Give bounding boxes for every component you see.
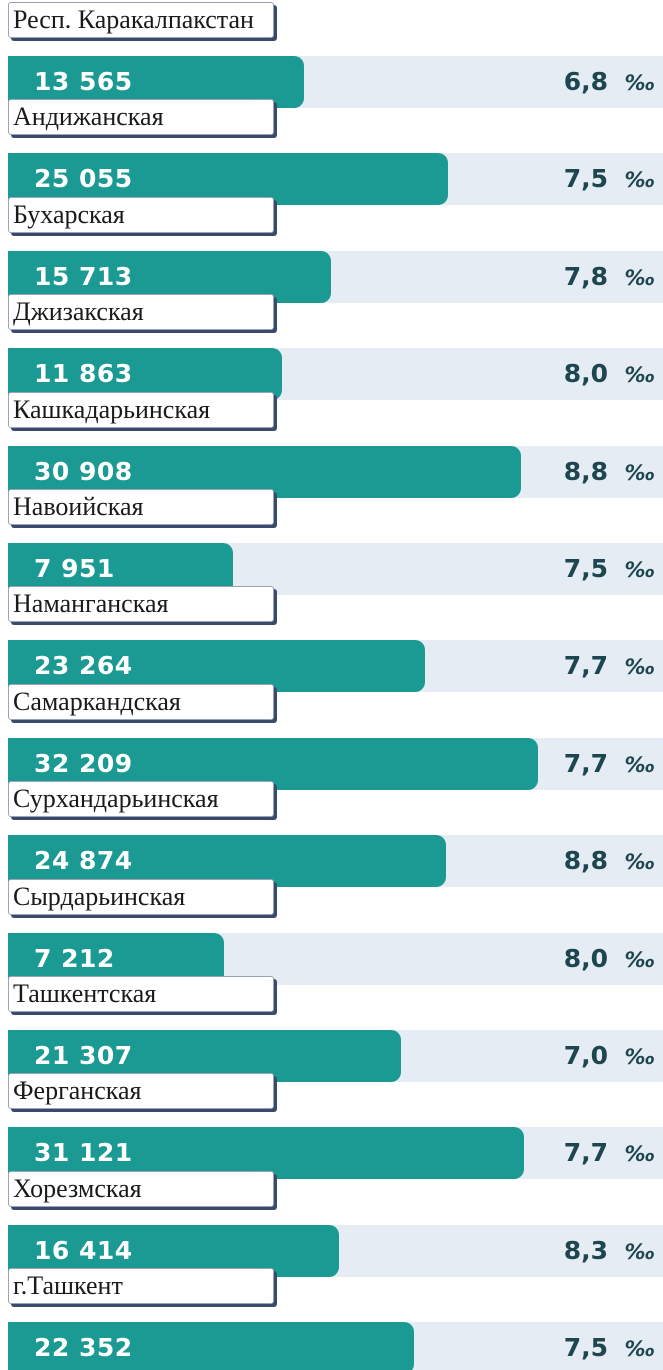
region-label: Кашкадарьинская	[8, 391, 274, 428]
rate-unit: ‰	[624, 1045, 655, 1069]
value-label: 13 565	[34, 67, 133, 96]
value-label: 16 414	[34, 1235, 133, 1265]
bar	[8, 543, 234, 595]
rate-label: 7,5	[563, 1333, 608, 1363]
rate-unit: ‰	[624, 752, 655, 777]
region-label: Навоийская	[8, 489, 274, 525]
bar	[8, 56, 304, 108]
bar	[8, 153, 448, 206]
bar	[8, 1030, 401, 1082]
rate-label: 8,0	[563, 943, 608, 973]
rate-label: 7,0	[563, 1041, 608, 1070]
rate-label: 8,8	[563, 846, 608, 876]
bar	[8, 640, 426, 693]
bar	[8, 835, 446, 888]
value-label: 24 874	[34, 846, 133, 876]
bar	[8, 1322, 414, 1370]
value-label: 32 209	[34, 748, 133, 778]
region-label: Наманганская	[8, 586, 274, 623]
rate-label: 7,7	[563, 748, 608, 778]
region-label: Самаркандская	[8, 683, 274, 720]
region-label: Сурхандарьинская	[8, 781, 274, 818]
rate-label: 7,5	[563, 164, 608, 194]
region-label: Респ. Каракалпакстан	[8, 2, 274, 38]
rate-unit: ‰	[624, 1142, 655, 1167]
region-label: Сырдарьинская	[8, 878, 274, 915]
rate-unit: ‰	[624, 947, 655, 972]
rate-unit: ‰	[624, 1239, 655, 1264]
region-label: Хорезмская	[8, 1170, 274, 1207]
region-label: Ташкентская	[8, 976, 274, 1012]
rate-label: 7,8	[563, 261, 608, 291]
rate-unit: ‰	[624, 850, 655, 875]
region-label: г.Ташкент	[8, 1268, 274, 1305]
value-label: 25 055	[34, 164, 133, 194]
value-label: 22 352	[34, 1333, 133, 1363]
rate-label: 7,7	[563, 651, 608, 681]
rate-unit: ‰	[624, 655, 655, 680]
rate-label: 8,3	[563, 1235, 608, 1265]
value-label: 31 121	[34, 1138, 133, 1168]
region-label: Бухарская	[8, 196, 274, 233]
bar	[8, 737, 538, 790]
rate-unit: ‰	[624, 363, 655, 388]
bar	[8, 1127, 524, 1180]
bar	[8, 250, 331, 303]
rate-unit: ‰	[624, 460, 655, 485]
value-label: 11 863	[34, 359, 133, 389]
bar	[8, 445, 522, 498]
value-label: 30 908	[34, 456, 133, 486]
value-label: 7 951	[34, 554, 115, 583]
rate-unit: ‰	[624, 71, 655, 95]
rate-label: 8,8	[563, 456, 608, 486]
region-label: Андижанская	[8, 99, 274, 136]
rate-unit: ‰	[624, 1337, 655, 1362]
rate-label: 7,5	[563, 554, 608, 583]
rate-label: 7,7	[563, 1138, 608, 1168]
bar	[8, 1224, 340, 1277]
region-label: Ферганская	[8, 1073, 274, 1110]
rate-unit: ‰	[624, 265, 655, 290]
bar	[8, 348, 283, 401]
value-label: 21 307	[34, 1041, 133, 1070]
region-label: Джизакская	[8, 294, 274, 331]
value-label: 23 264	[34, 651, 133, 681]
value-label: 7 212	[34, 943, 115, 973]
bar	[8, 932, 224, 985]
rate-label: 8,0	[563, 359, 608, 389]
rate-label: 6,8	[563, 67, 608, 96]
rate-unit: ‰	[624, 558, 655, 582]
rate-unit: ‰	[624, 168, 655, 193]
value-label: 15 713	[34, 261, 133, 291]
